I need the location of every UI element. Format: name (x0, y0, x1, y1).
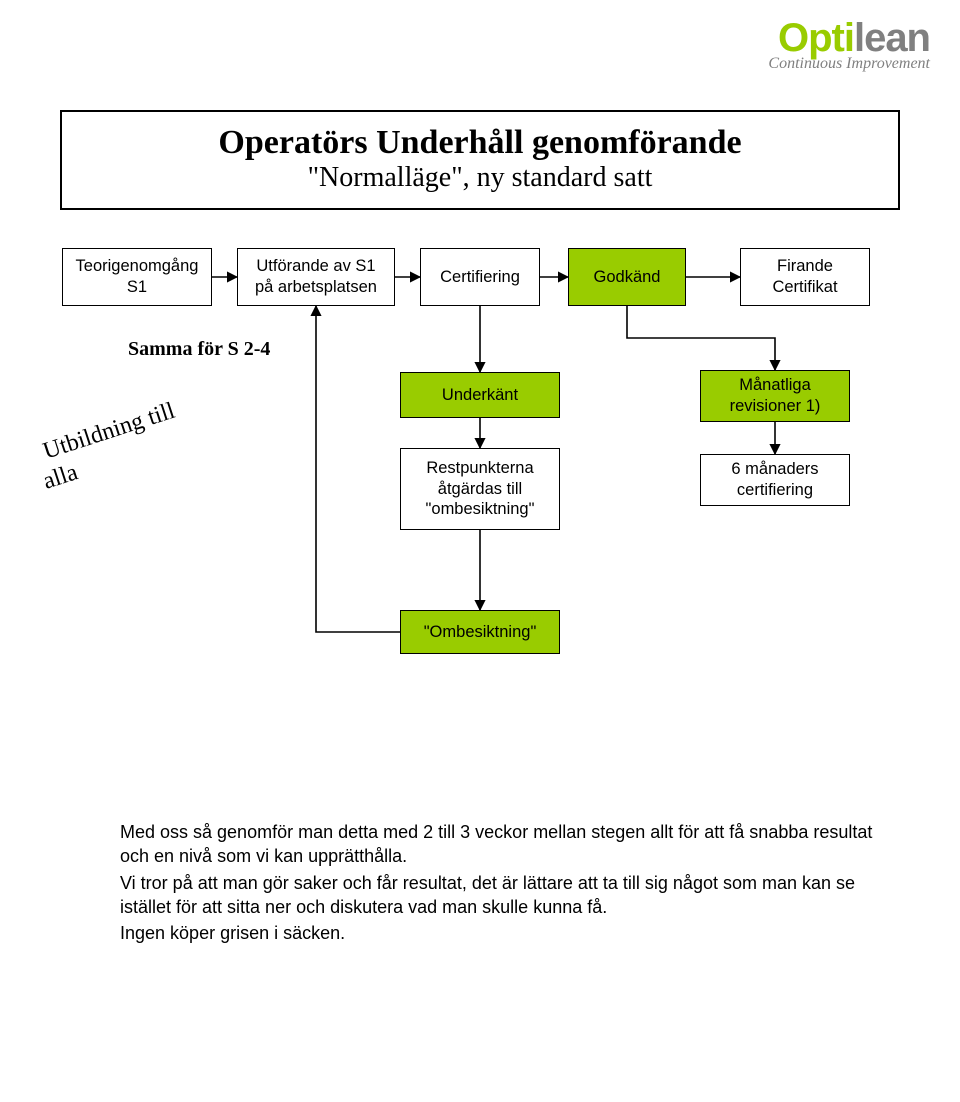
body-p2: Vi tror på att man gör saker och får res… (120, 871, 880, 920)
node-certifiering: Certifiering (420, 248, 540, 306)
node-godkand: Godkänd (568, 248, 686, 306)
title-line2: "Normalläge", ny standard satt (80, 162, 880, 194)
logo: Optilean Continuous Improvement (768, 18, 930, 72)
logo-tagline: Continuous Improvement (768, 56, 930, 72)
note-samma: Samma för S 2-4 (128, 338, 270, 361)
note-utbildning-line1: Utbildning till (40, 398, 178, 466)
node-utforande: Utförande av S1på arbetsplatsen (237, 248, 395, 306)
node-firande: FirandeCertifikat (740, 248, 870, 306)
note-utbildning-line2: alla (40, 459, 81, 495)
node-teorigenomgang: TeorigenomgångS1 (62, 248, 212, 306)
title-line1: Operatörs Underhåll genomförande (80, 124, 880, 162)
logo-part2: lean (854, 16, 930, 60)
node-6manaders: 6 månaderscertifiering (700, 454, 850, 506)
node-manatliga: Månatligarevisioner 1) (700, 370, 850, 422)
node-restpunkterna: Restpunkternaåtgärdas till"ombesiktning" (400, 448, 560, 530)
logo-part1: Opti (778, 16, 854, 60)
body-p1: Med oss så genomför man detta med 2 till… (120, 820, 880, 869)
body-p3: Ingen köper grisen i säcken. (120, 921, 880, 945)
title-box: Operatörs Underhåll genomförande "Normal… (60, 110, 900, 210)
node-underkant: Underkänt (400, 372, 560, 418)
logo-brand: Optilean (768, 18, 930, 58)
body-text: Med oss så genomför man detta med 2 till… (120, 820, 880, 947)
node-ombesiktning: "Ombesiktning" (400, 610, 560, 654)
